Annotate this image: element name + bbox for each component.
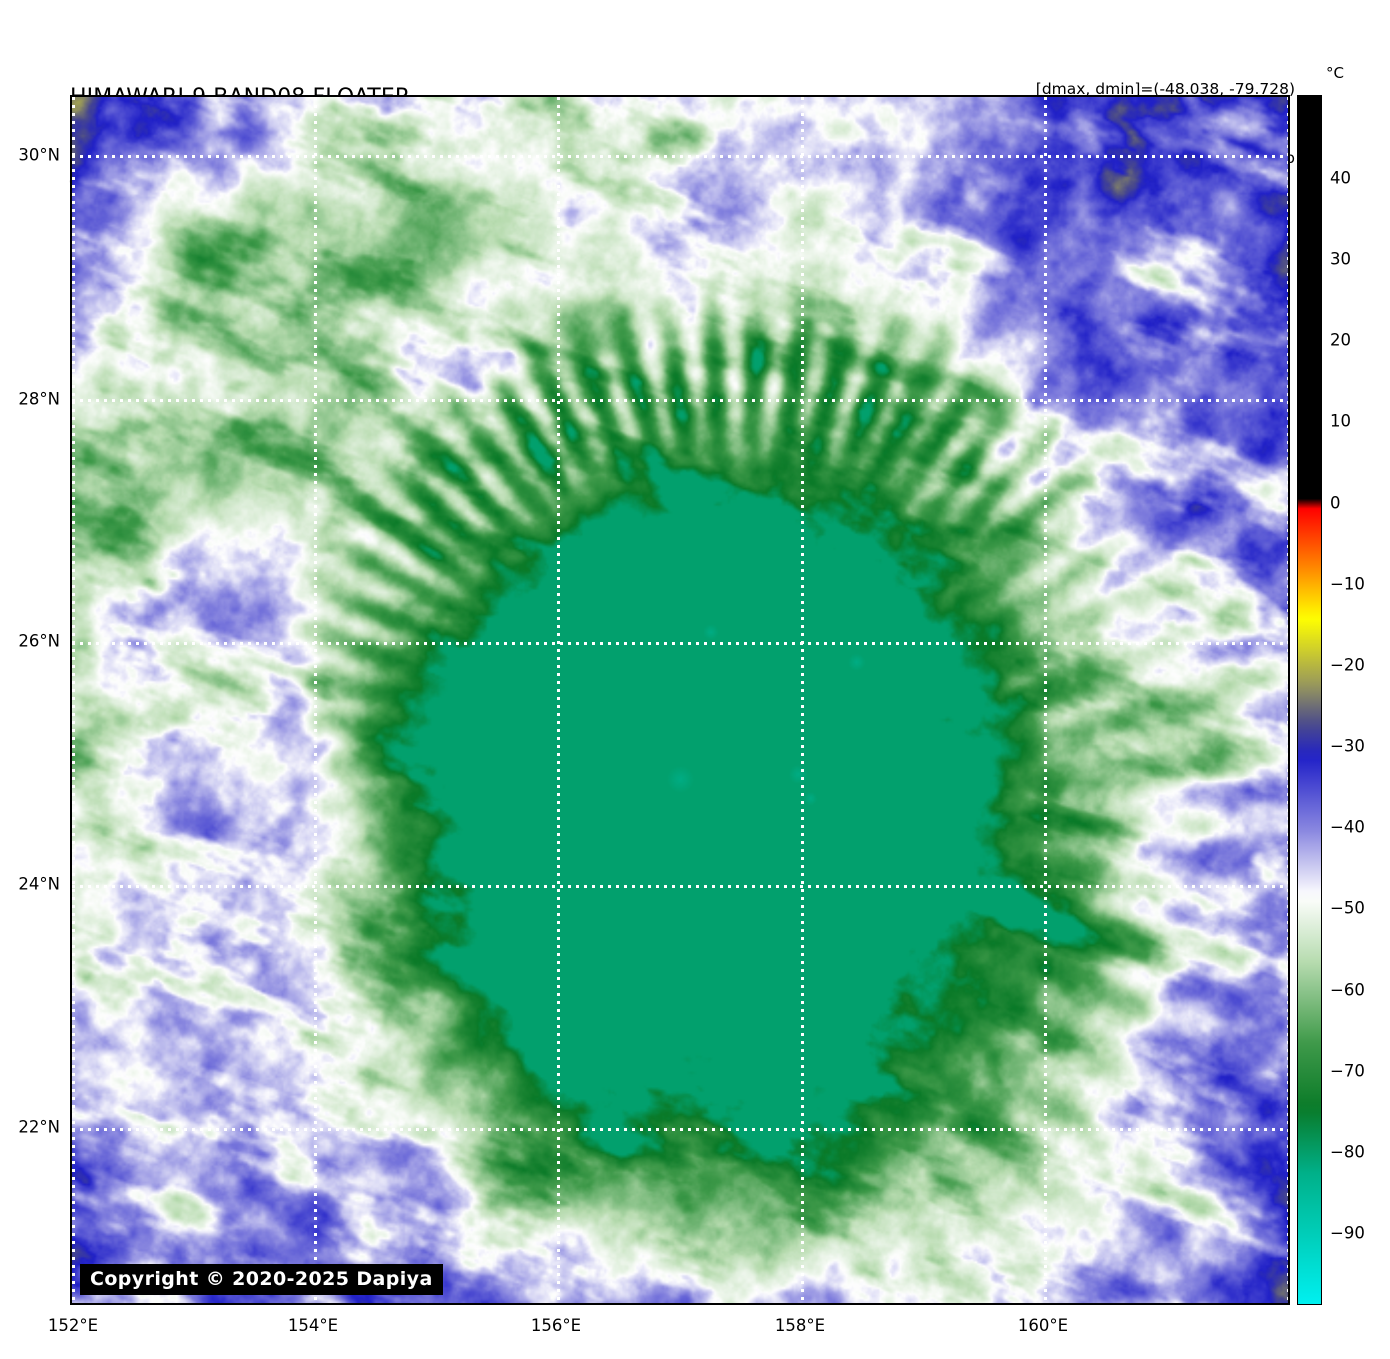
colorbar-tick-label: 30 bbox=[1330, 249, 1351, 269]
colorbar-tick-label: −30 bbox=[1330, 736, 1365, 756]
ytick-label: 26°N bbox=[18, 631, 60, 651]
satellite-image-panel[interactable]: Copyright © 2020-2025 Dapiya bbox=[70, 95, 1290, 1305]
colorbar-tick-label: 20 bbox=[1330, 330, 1351, 350]
colorbar-tick-label: −90 bbox=[1330, 1223, 1365, 1243]
colorbar-gradient bbox=[1298, 96, 1321, 1304]
copyright-watermark: Copyright © 2020-2025 Dapiya bbox=[80, 1264, 443, 1295]
colorbar-tick-label: 10 bbox=[1330, 411, 1351, 431]
xtick-label: 158°E bbox=[774, 1316, 826, 1335]
ytick-label: 30°N bbox=[18, 145, 60, 165]
colorbar-tick-label: −80 bbox=[1330, 1142, 1365, 1162]
satellite-imagery-canvas bbox=[72, 97, 1288, 1303]
xtick-label: 152°E bbox=[47, 1316, 99, 1335]
ytick-label: 24°N bbox=[18, 874, 60, 894]
colorbar-tick-label: −10 bbox=[1330, 574, 1365, 594]
colorbar[interactable] bbox=[1297, 95, 1322, 1305]
colorbar-tick-label: −20 bbox=[1330, 655, 1365, 675]
xtick-label: 156°E bbox=[530, 1316, 582, 1335]
colorbar-tick-label: 40 bbox=[1330, 168, 1351, 188]
colorbar-tick-label: −40 bbox=[1330, 817, 1365, 837]
ytick-label: 22°N bbox=[18, 1117, 60, 1137]
colorbar-unit-label: °C bbox=[1326, 64, 1344, 82]
ytick-label: 28°N bbox=[18, 389, 60, 409]
colorbar-tick-label: −50 bbox=[1330, 898, 1365, 918]
colorbar-tick-label: −70 bbox=[1330, 1061, 1365, 1081]
colorbar-tick-label: 0 bbox=[1330, 493, 1341, 513]
xtick-label: 160°E bbox=[1017, 1316, 1069, 1335]
data-range-label: [dmax, dmin]=(-48.038, -79.728) bbox=[1035, 80, 1295, 98]
xtick-label: 154°E bbox=[287, 1316, 339, 1335]
colorbar-tick-label: −60 bbox=[1330, 980, 1365, 1000]
